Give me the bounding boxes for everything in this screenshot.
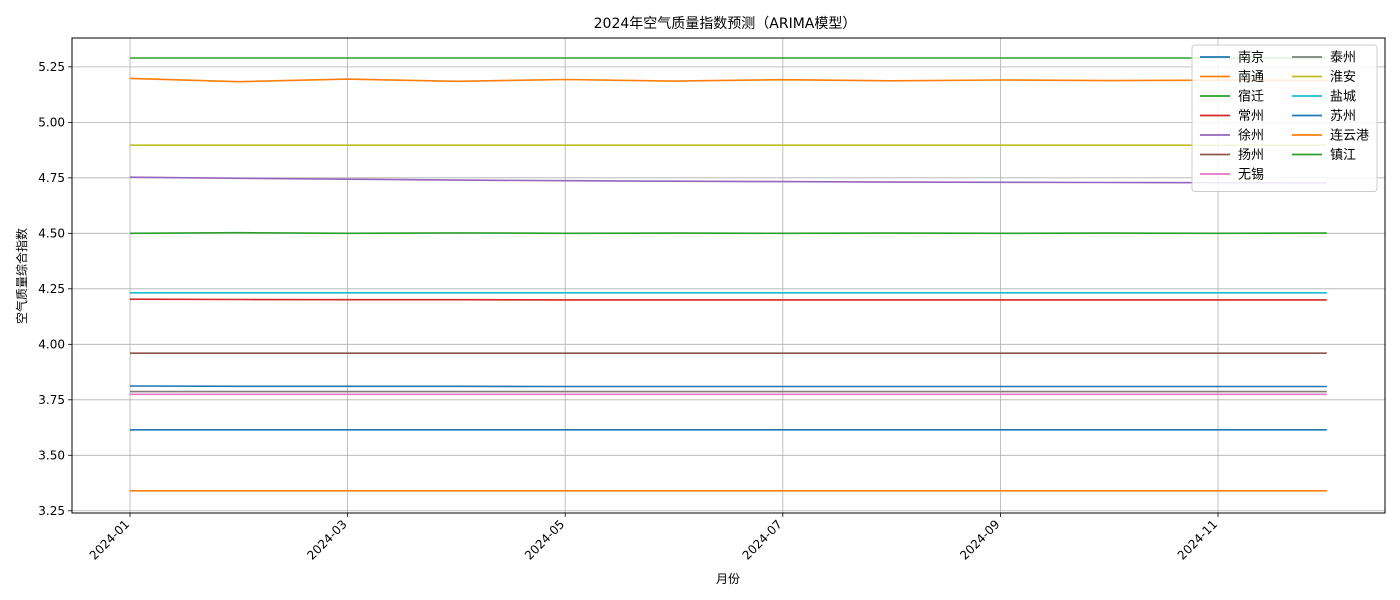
y-tick-label: 5.00 <box>38 115 65 129</box>
legend-label: 南通 <box>1238 69 1264 85</box>
series-line-3 <box>129 298 1327 301</box>
plot-area <box>72 38 1385 513</box>
y-tick-label: 4.75 <box>38 171 65 185</box>
legend-label: 泰州 <box>1330 51 1356 66</box>
legend-box <box>1191 44 1378 192</box>
legend-label: 宿迁 <box>1238 89 1264 105</box>
series-line-2 <box>129 231 1327 235</box>
y-tick-label: 4.50 <box>38 226 65 240</box>
grid-lines <box>72 38 1385 513</box>
legend-label: 淮安 <box>1330 70 1356 85</box>
series-line-4 <box>129 176 1327 184</box>
legend-label: 常州 <box>1238 109 1264 124</box>
plot-frame <box>71 37 1386 514</box>
legend-label: 无锡 <box>1238 168 1264 183</box>
y-axis-ticks: 3.25 3.50 3.75 4.00 4.25 4.50 4.75 5.00 5.25 <box>38 60 72 518</box>
chart-title: 2024年空气质量指数预测（ARIMA模型） <box>594 16 857 32</box>
y-tick-label: 3.50 <box>38 448 65 462</box>
legend-label: 镇江 <box>1330 148 1356 163</box>
y-tick-label: 5.25 <box>38 60 65 74</box>
y-axis-label: 空气质量综合指数 <box>14 228 29 324</box>
y-tick-label: 4.00 <box>38 337 65 351</box>
series-lines <box>129 57 1327 492</box>
legend-label: 苏州 <box>1330 108 1356 124</box>
y-tick-label: 3.25 <box>38 504 65 518</box>
y-tick-label: 4.25 <box>38 282 65 296</box>
legend-label: 盐城 <box>1330 90 1356 105</box>
legend-label: 连云港 <box>1330 128 1369 144</box>
series-line-1 <box>129 77 1327 83</box>
legend-label: 扬州 <box>1238 148 1264 163</box>
series-line-10 <box>129 385 1327 388</box>
legend-label: 徐州 <box>1238 129 1264 144</box>
y-tick-label: 3.75 <box>38 393 65 407</box>
x-axis-label: 月份 <box>716 572 740 586</box>
legend-label: 南京 <box>1238 50 1264 66</box>
